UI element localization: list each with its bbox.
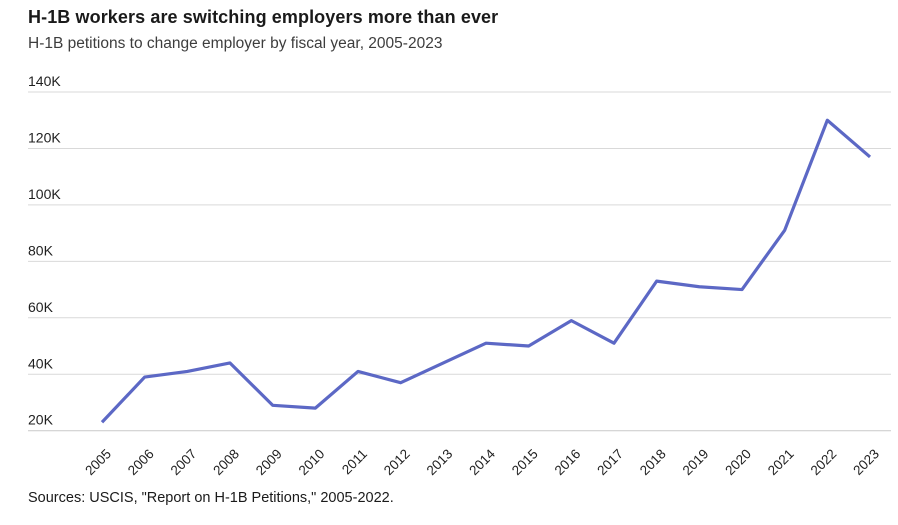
y-tick-label: 80K: [28, 242, 54, 258]
x-tick-label: 2023: [850, 446, 882, 478]
x-tick-label: 2018: [637, 446, 669, 478]
x-tick-label: 2020: [722, 446, 754, 478]
x-tick-label: 2021: [765, 446, 797, 478]
x-tick-label: 2014: [466, 446, 498, 478]
x-tick-label: 2017: [594, 446, 626, 478]
x-tick-label: 2013: [424, 446, 456, 478]
x-tick-label: 2012: [381, 446, 413, 478]
x-tick-label: 2015: [509, 446, 541, 478]
chart-title: H-1B workers are switching employers mor…: [28, 7, 499, 27]
x-tick-label: 2008: [210, 446, 242, 478]
x-tick-label: 2022: [808, 446, 840, 478]
chart-subtitle: H-1B petitions to change employer by fis…: [28, 35, 443, 52]
x-tick-label: 2010: [296, 446, 328, 478]
y-tick-label: 140K: [28, 73, 61, 89]
source-note: Sources: USCIS, "Report on H-1B Petition…: [28, 490, 394, 506]
y-tick-label: 120K: [28, 129, 61, 145]
x-tick-label: 2016: [552, 446, 584, 478]
x-tick-label: 2006: [125, 446, 157, 478]
x-tick-label: 2007: [168, 446, 200, 478]
y-tick-label: 100K: [28, 186, 61, 202]
y-tick-label: 20K: [28, 412, 54, 428]
x-tick-label: 2005: [82, 446, 114, 478]
x-tick-label: 2009: [253, 446, 285, 478]
x-tick-label: 2011: [339, 446, 370, 477]
data-line-series: [100, 118, 872, 424]
y-tick-label: 40K: [28, 355, 54, 371]
x-tick-label: 2019: [680, 446, 712, 478]
y-tick-label: 60K: [28, 299, 54, 315]
